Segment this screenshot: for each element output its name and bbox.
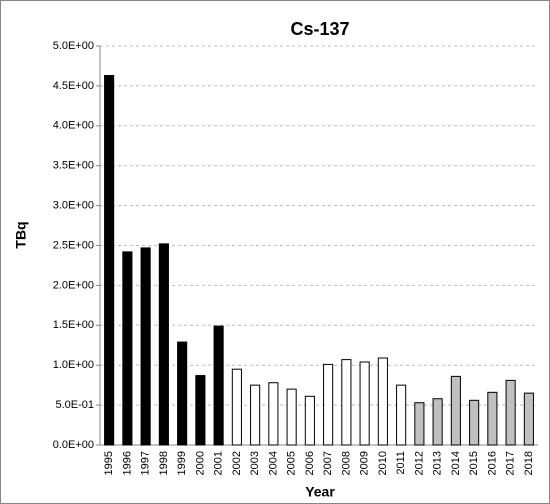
- y-tick-label: 1.5E+00: [53, 319, 94, 331]
- bar: [250, 384, 261, 446]
- bar: [268, 382, 279, 446]
- bar: [140, 247, 151, 446]
- bar: [377, 357, 388, 446]
- x-tick-label: 2001: [213, 451, 225, 475]
- bar: [469, 399, 480, 446]
- bar: [432, 398, 443, 446]
- y-tick-label: 1.0E+00: [53, 359, 94, 371]
- bar: [304, 395, 315, 446]
- x-tick-label: 1997: [140, 451, 152, 475]
- bar: [104, 75, 115, 446]
- y-tick-label: 4.5E+00: [53, 80, 94, 92]
- x-tick-label: 2017: [505, 451, 517, 475]
- x-tick-label: 1996: [121, 451, 133, 475]
- bar: [195, 375, 206, 446]
- y-tick-label: 3.5E+00: [53, 160, 94, 172]
- x-tick-label: 2003: [249, 451, 261, 475]
- y-tick-label: 4.0E+00: [53, 120, 94, 132]
- x-tick-label: 2007: [322, 451, 334, 475]
- x-tick-label: 2013: [432, 451, 444, 475]
- bar: [359, 361, 370, 446]
- x-tick-label: 1999: [176, 451, 188, 475]
- bar: [523, 392, 534, 446]
- bar: [450, 375, 461, 446]
- x-tick-label: 2011: [395, 451, 407, 475]
- x-tick-label: 2005: [286, 451, 298, 475]
- x-tick-label: 2008: [340, 451, 352, 475]
- x-tick-label: 2012: [413, 451, 425, 475]
- chart-title: Cs-137: [290, 19, 349, 39]
- x-tick-label: 2015: [468, 451, 480, 475]
- bar: [414, 402, 425, 446]
- bar: [341, 359, 352, 446]
- y-tick-label: 0.0E+00: [53, 439, 94, 451]
- x-tick-label: 1998: [158, 451, 170, 475]
- x-tick-label: 2002: [231, 451, 243, 475]
- y-tick-label: 2.0E+00: [53, 279, 94, 291]
- y-tick-label: 2.5E+00: [53, 239, 94, 251]
- x-tick-label: 2016: [486, 451, 498, 475]
- x-tick-label: 1995: [103, 451, 115, 475]
- y-tick-label: 5.0E-01: [55, 399, 94, 411]
- x-tick-label: 2014: [450, 451, 462, 475]
- bar: [122, 251, 133, 446]
- bar: [231, 368, 242, 446]
- y-tick-label: 5.0E+00: [53, 40, 94, 52]
- x-tick-label: 2006: [304, 451, 316, 475]
- bar: [396, 384, 407, 446]
- bar: [487, 391, 498, 446]
- bar: [213, 325, 224, 446]
- y-tick-label: 3.0E+00: [53, 200, 94, 212]
- x-tick-label: 2004: [267, 451, 279, 475]
- bar: [177, 341, 188, 446]
- x-tick-label: 2000: [194, 451, 206, 475]
- bar: [323, 363, 334, 446]
- bar: [158, 243, 169, 446]
- y-axis-label: TBq: [13, 221, 29, 248]
- x-tick-label: 2009: [359, 451, 371, 475]
- bar: [505, 379, 516, 446]
- x-axis-label: Year: [305, 484, 335, 500]
- x-tick-label: 2018: [523, 451, 535, 475]
- x-tick-label: 2010: [377, 451, 389, 475]
- bar: [286, 388, 297, 446]
